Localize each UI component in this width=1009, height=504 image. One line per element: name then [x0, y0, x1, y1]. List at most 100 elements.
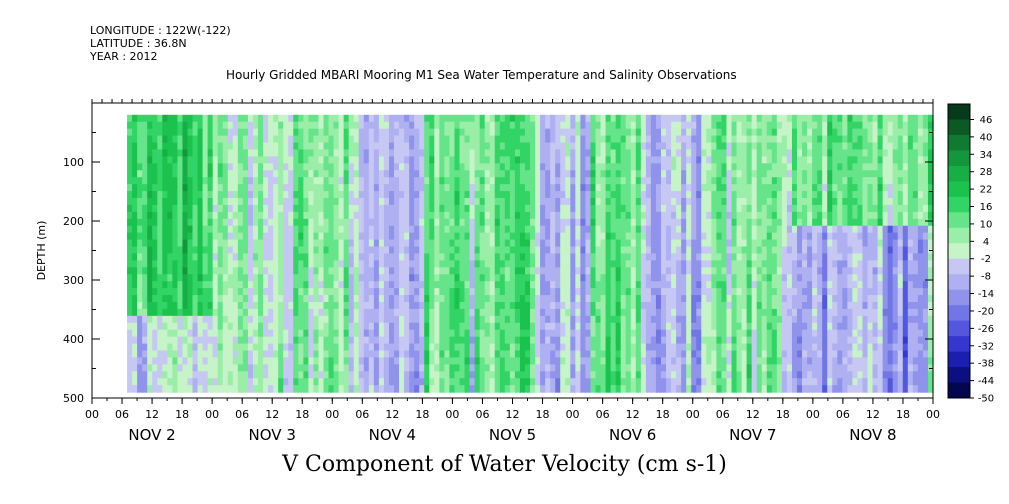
heatmap-cell: [328, 260, 335, 268]
heatmap-cell: [711, 385, 717, 393]
heatmap-cell: [187, 253, 194, 261]
heatmap-cell: [706, 121, 712, 130]
heatmap-cell: [655, 163, 662, 171]
heatmap-cell: [333, 350, 340, 359]
heatmap-cell: [550, 170, 556, 178]
heatmap-cell: [258, 121, 264, 130]
heatmap-cell: [227, 142, 234, 151]
heatmap-cell: [540, 211, 546, 220]
heatmap-cell: [605, 385, 612, 393]
heatmap-cell: [570, 343, 576, 352]
heatmap-cell: [172, 246, 179, 255]
heatmap-cell: [207, 295, 214, 303]
heatmap-cell: [630, 350, 637, 359]
heatmap-cell: [167, 204, 173, 213]
heatmap-cell: [731, 121, 738, 130]
heatmap-cell: [711, 295, 717, 303]
heatmap-cell: [177, 371, 184, 379]
heatmap-cell: [459, 197, 466, 206]
heatmap-cell: [187, 336, 194, 345]
heatmap-cell: [630, 128, 637, 137]
heatmap-cell: [580, 170, 587, 178]
heatmap-cell: [655, 156, 662, 164]
heatmap-cell: [650, 267, 657, 275]
heatmap-cell: [706, 135, 712, 144]
heatmap-cell: [711, 260, 717, 268]
heatmap-cell: [746, 336, 753, 345]
heatmap-cell: [600, 274, 607, 282]
heatmap-cell: [429, 239, 435, 248]
heatmap-cell: [162, 191, 168, 199]
heatmap-cell: [252, 301, 259, 310]
heatmap-cell: [711, 114, 717, 123]
heatmap-cell: [620, 371, 627, 379]
heatmap-cell: [530, 197, 536, 206]
heatmap-cell: [414, 121, 420, 130]
heatmap-cell: [212, 343, 219, 352]
heatmap-cell: [388, 239, 395, 248]
heatmap-cell: [444, 357, 451, 365]
heatmap-cell: [630, 253, 637, 261]
heatmap-cell: [348, 329, 355, 338]
heatmap-cell: [172, 385, 179, 393]
heatmap-cell: [575, 197, 581, 206]
heatmap-cell: [449, 385, 456, 393]
heatmap-cell: [363, 364, 370, 372]
heatmap-cell: [590, 184, 597, 192]
heatmap-cell: [600, 211, 607, 220]
heatmap-cell: [741, 121, 748, 130]
heatmap-cell: [751, 142, 758, 151]
heatmap-cell: [449, 281, 456, 289]
heatmap-cell: [242, 232, 249, 241]
heatmap-cell: [429, 177, 435, 185]
heatmap-cell: [640, 128, 647, 137]
heatmap-cell: [449, 350, 456, 359]
heatmap-cell: [137, 128, 143, 137]
heatmap-cell: [716, 267, 723, 275]
heatmap-cell: [182, 315, 189, 324]
heatmap-cell: [504, 121, 511, 130]
heatmap-cell: [479, 336, 486, 345]
heatmap-cell: [590, 197, 597, 206]
heatmap-cell: [368, 163, 375, 171]
heatmap-cell: [550, 295, 556, 303]
heatmap-cell: [308, 232, 315, 241]
heatmap-cell: [197, 246, 204, 255]
heatmap-cell: [378, 343, 385, 352]
heatmap-cell: [555, 239, 561, 248]
heatmap-cell: [328, 371, 335, 379]
heatmap-cell: [202, 336, 209, 345]
heatmap-cell: [721, 170, 728, 178]
heatmap-cell: [565, 357, 571, 365]
heatmap-cell: [540, 121, 546, 130]
heatmap-cell: [293, 253, 299, 261]
heatmap-cell: [127, 260, 133, 268]
heatmap-cell: [736, 170, 743, 178]
heatmap-cell: [499, 197, 506, 206]
heatmap-cell: [368, 128, 375, 137]
heatmap-cell: [660, 121, 667, 130]
heatmap-cell: [751, 281, 758, 289]
heatmap-cell: [283, 371, 289, 379]
heatmap-cell: [484, 163, 491, 171]
heatmap-cell: [484, 225, 491, 234]
heatmap-cell: [650, 225, 657, 234]
heatmap-cell: [514, 142, 521, 151]
heatmap-cell: [691, 246, 697, 255]
heatmap-cell: [409, 177, 415, 185]
heatmap-cell: [469, 114, 476, 123]
heatmap-cell: [358, 177, 365, 185]
heatmap-cell: [595, 184, 602, 192]
heatmap-cell: [504, 308, 511, 317]
heatmap-cell: [182, 149, 189, 157]
heatmap-cell: [676, 156, 682, 164]
heatmap-cell: [535, 329, 541, 338]
heatmap-cell: [524, 239, 531, 248]
heatmap-cell: [524, 128, 531, 137]
heatmap-cell: [237, 385, 244, 393]
heatmap-cell: [419, 343, 425, 352]
heatmap-cell: [338, 177, 345, 185]
heatmap-cell: [509, 149, 516, 157]
heatmap-cell: [615, 371, 622, 379]
heatmap-cell: [348, 135, 355, 144]
